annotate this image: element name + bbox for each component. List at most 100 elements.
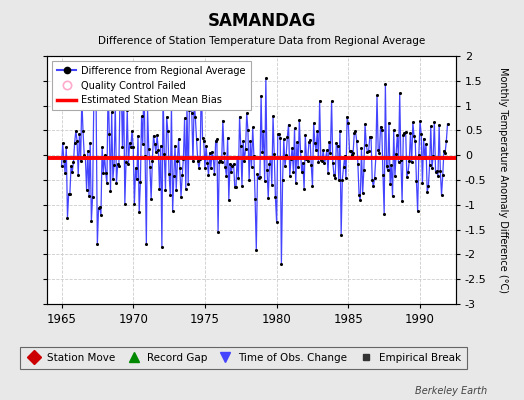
Point	[242, 146, 250, 152]
Point	[157, 143, 165, 149]
Point	[326, 149, 335, 156]
Point	[378, 127, 386, 133]
Point	[297, 148, 305, 154]
Point	[135, 209, 144, 215]
Point	[359, 166, 368, 173]
Point	[340, 164, 348, 170]
Point	[152, 149, 160, 156]
Point	[441, 150, 449, 156]
Point	[66, 190, 74, 197]
Point	[86, 140, 94, 146]
Point	[291, 180, 300, 187]
Point	[376, 124, 385, 130]
Point	[106, 188, 115, 194]
Point	[346, 148, 355, 154]
Point	[116, 91, 124, 97]
Point	[204, 172, 213, 178]
Point	[416, 118, 424, 124]
Point	[61, 170, 69, 176]
Point	[295, 117, 303, 123]
Point	[315, 98, 324, 104]
Point	[308, 183, 316, 189]
Point	[256, 174, 264, 180]
Point	[438, 192, 446, 198]
Point	[212, 138, 220, 144]
Point	[77, 158, 85, 164]
Point	[283, 134, 291, 140]
Point	[357, 145, 366, 152]
Point	[404, 169, 412, 176]
Point	[406, 130, 414, 136]
Point	[395, 159, 403, 165]
Text: Difference of Station Temperature Data from Regional Average: Difference of Station Temperature Data f…	[99, 36, 425, 46]
Point	[388, 193, 397, 200]
Point	[280, 136, 288, 142]
Point	[427, 123, 435, 130]
Point	[146, 164, 154, 170]
Point	[401, 129, 410, 135]
Point	[57, 163, 66, 170]
Point	[185, 106, 193, 113]
Point	[286, 173, 294, 179]
Point	[184, 180, 192, 187]
Point	[386, 181, 395, 187]
Point	[102, 169, 110, 176]
Point	[228, 163, 237, 169]
Point	[321, 155, 330, 162]
Point	[243, 110, 251, 116]
Point	[345, 147, 354, 154]
Point	[119, 85, 128, 91]
Point	[304, 139, 313, 146]
Point	[409, 119, 417, 126]
Point	[277, 261, 286, 268]
Point	[82, 187, 91, 193]
Point	[341, 153, 349, 159]
Point	[370, 175, 379, 181]
Point	[137, 113, 146, 120]
Point	[333, 143, 342, 150]
Point	[79, 128, 87, 134]
Point	[412, 178, 421, 184]
Point	[117, 82, 125, 88]
Point	[114, 161, 122, 167]
Point	[269, 113, 277, 119]
Point	[348, 152, 356, 158]
Point	[201, 165, 209, 171]
Point	[351, 128, 359, 134]
Point	[129, 144, 137, 150]
Point	[148, 158, 157, 164]
Point	[85, 192, 93, 199]
Point	[311, 140, 319, 146]
Point	[153, 132, 161, 138]
Point	[362, 142, 370, 148]
Point	[350, 130, 358, 136]
Point	[193, 158, 202, 164]
Point	[62, 144, 70, 150]
Point	[121, 200, 129, 207]
Point	[105, 131, 114, 137]
Point	[75, 131, 84, 137]
Point	[188, 110, 196, 116]
Point	[436, 168, 444, 174]
Point	[428, 165, 436, 172]
Point	[399, 132, 408, 138]
Point	[276, 134, 285, 141]
Point	[422, 141, 430, 148]
Point	[260, 178, 269, 184]
Point	[162, 114, 171, 120]
Point	[63, 214, 72, 221]
Point	[338, 176, 346, 183]
Point	[431, 169, 440, 175]
Point	[235, 114, 244, 120]
Point	[259, 128, 268, 135]
Point	[87, 218, 95, 224]
Point	[287, 156, 295, 162]
Point	[434, 173, 442, 179]
Point	[405, 158, 413, 164]
Point	[443, 121, 452, 127]
Point	[439, 172, 447, 178]
Point	[227, 169, 235, 175]
Point	[233, 154, 242, 160]
Point	[89, 193, 97, 200]
Point	[288, 145, 297, 151]
